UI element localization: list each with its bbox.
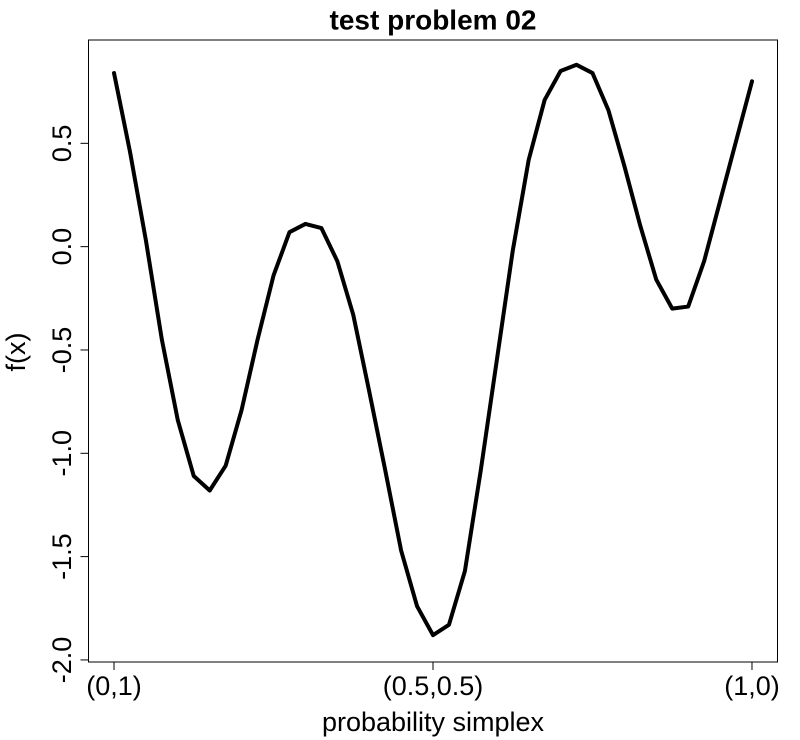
data-line [112,62,754,638]
y-tick-label: -1.5 [47,533,77,580]
y-tick-label: -0.5 [47,327,77,374]
y-tick-label: 0.0 [47,228,77,266]
x-tick-label: (0,1) [86,671,142,701]
y-tick-label: -1.0 [47,430,77,477]
x-tick-label: (1,0) [724,671,780,701]
plot-box [88,39,778,663]
y-tick-label: 0.5 [47,125,77,163]
chart-title: test problem 02 [330,4,537,35]
y-axis-label: f(x) [1,333,31,372]
x-axis-label: probability simplex [322,707,545,737]
y-tick-label: -2.0 [47,637,77,684]
x-tick-label: (0.5,0.5) [383,671,484,701]
